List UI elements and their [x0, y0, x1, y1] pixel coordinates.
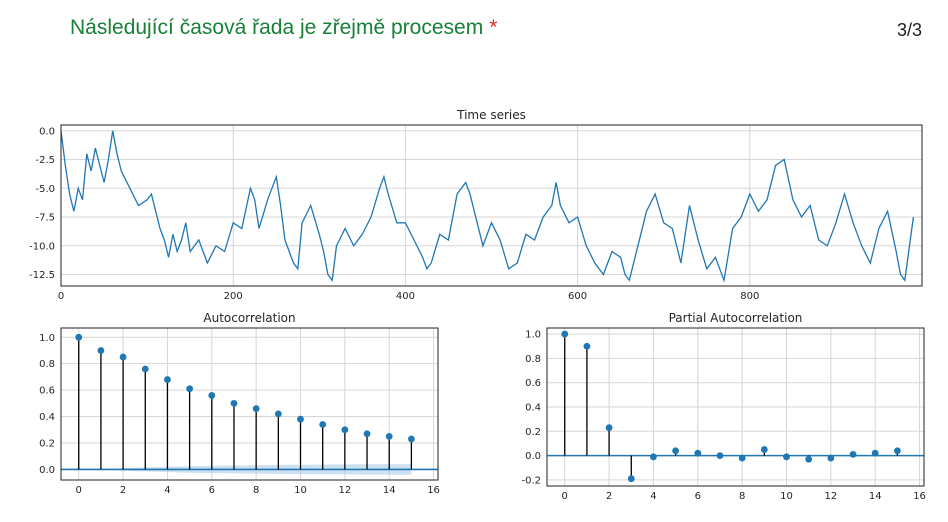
acf-y-tick-label: 0.2 — [39, 438, 55, 449]
pacf-marker — [650, 453, 657, 461]
ts-y-tick-label: 0.0 — [39, 126, 55, 137]
ts-panel: 0 200 400 600 800 0.0 -2.5 -5.0 -7.5 -10.0 -12.5 Ti… — [29, 108, 923, 302]
acf-marker — [230, 399, 238, 407]
pacf-marker — [605, 424, 613, 432]
acf-marker — [119, 353, 127, 361]
ts-x-tick-label: 800 — [740, 291, 759, 302]
ts-series-line — [61, 130, 915, 283]
acf-marker — [208, 392, 216, 399]
acf-marker — [407, 435, 415, 443]
ts-x-tick-label: 400 — [396, 291, 415, 302]
acf-x-tick-label: 10 — [294, 485, 307, 496]
acf-x-tick-label: 2 — [120, 485, 126, 496]
acf-axes-frame — [60, 327, 439, 481]
pacf-y-tick-label: 0.0 — [525, 451, 541, 462]
acf-x-tick-label: 8 — [253, 485, 259, 496]
pacf-marker — [893, 447, 901, 455]
ts-axes-frame — [60, 124, 923, 287]
ts-y-tick-label: -5.0 — [35, 184, 55, 195]
ts-y-tick-label: -12.5 — [29, 270, 55, 281]
acf-x-tick-label: 14 — [383, 485, 396, 496]
pacf-marker — [627, 475, 635, 483]
ts-x-tick-label: 600 — [568, 291, 587, 302]
question-title: Následující časová řada je zřejmě proces… — [70, 16, 497, 40]
acf-y-tick-label: 0.0 — [39, 465, 55, 476]
pacf-x-tick-label: 16 — [913, 491, 926, 502]
ts-y-tick-label: -10.0 — [29, 241, 55, 252]
pacf-marker — [716, 452, 724, 460]
pacf-x-tick-label: 10 — [780, 491, 793, 502]
pacf-y-tick-label: 0.6 — [525, 378, 541, 389]
acf-y-tick-label: 0.8 — [39, 359, 55, 370]
pacf-marker — [805, 455, 813, 463]
acf-marker — [363, 430, 371, 438]
pacf-y-tick-label: -0.2 — [521, 475, 541, 486]
acf-marker — [252, 405, 260, 413]
pacf-marker — [871, 449, 879, 457]
pacf-x-tick-label: 6 — [695, 491, 701, 502]
acf-marker — [319, 421, 327, 428]
acf-marker — [341, 426, 349, 434]
acf-marker — [274, 410, 282, 418]
pacf-y-tick-label: 1.0 — [525, 330, 541, 341]
question-text: Následující časová řada je zřejmě proces… — [70, 16, 484, 39]
required-asterisk: * — [489, 16, 498, 39]
acf-chart-title: Autocorrelation — [203, 311, 295, 325]
acf-y-tick-label: 0.4 — [39, 412, 55, 423]
ts-x-tick-label: 0 — [58, 291, 64, 302]
pacf-marker — [738, 454, 746, 462]
acf-marker — [385, 432, 393, 440]
acf-marker — [97, 347, 105, 354]
pacf-x-tick-label: 2 — [606, 491, 612, 502]
acf-marker — [164, 376, 171, 383]
acf-y-tick-label: 1.0 — [39, 333, 55, 344]
score-label: 3/3 — [897, 20, 923, 40]
pacf-marker — [760, 446, 768, 453]
acf-x-tick-label: 0 — [76, 485, 82, 496]
ts-x-tick-label: 200 — [224, 291, 243, 302]
ts-y-tick-label: -2.5 — [35, 155, 55, 166]
acf-panel: 0 2 4 6 8 10 12 14 16 0.0 0.2 0.4 0.6 0.8 1.0 Autocorre… — [39, 311, 440, 496]
pacf-marker — [694, 449, 702, 457]
acf-marker — [297, 415, 304, 423]
acf-x-tick-label: 4 — [164, 485, 170, 496]
pacf-x-tick-label: 14 — [869, 491, 882, 502]
pacf-marker — [561, 330, 569, 338]
pacf-x-tick-label: 4 — [650, 491, 656, 502]
pacf-y-tick-label: 0.8 — [525, 354, 541, 365]
pacf-marker — [849, 451, 857, 458]
pacf-y-tick-label: 0.4 — [525, 403, 541, 414]
acf-x-tick-label: 12 — [338, 485, 351, 496]
pacf-chart-title: Partial Autocorrelation — [669, 311, 803, 325]
pacf-marker — [583, 342, 591, 350]
pacf-axes-frame — [546, 327, 925, 487]
pacf-x-tick-label: 0 — [562, 491, 568, 502]
acf-x-tick-label: 6 — [209, 485, 215, 496]
acf-marker — [186, 385, 194, 393]
pacf-marker — [827, 454, 835, 462]
ts-chart-title: Time series — [456, 108, 526, 122]
acf-y-tick-label: 0.6 — [39, 386, 55, 397]
pacf-y-tick-label: 0.2 — [525, 427, 541, 438]
pacf-marker — [672, 447, 680, 455]
pacf-x-tick-label: 12 — [824, 491, 837, 502]
pacf-x-tick-label: 8 — [739, 491, 745, 502]
pacf-marker — [783, 453, 790, 461]
pacf-panel: 0 2 4 6 8 10 12 14 16 -0.2 0.0 0.2 0.4 0.6 0.8 1.0 Parti… — [521, 311, 925, 502]
acf-marker — [141, 365, 149, 373]
ts-y-tick-label: -7.5 — [35, 213, 55, 224]
acf-x-tick-label: 16 — [427, 485, 440, 496]
acf-marker — [75, 333, 83, 341]
